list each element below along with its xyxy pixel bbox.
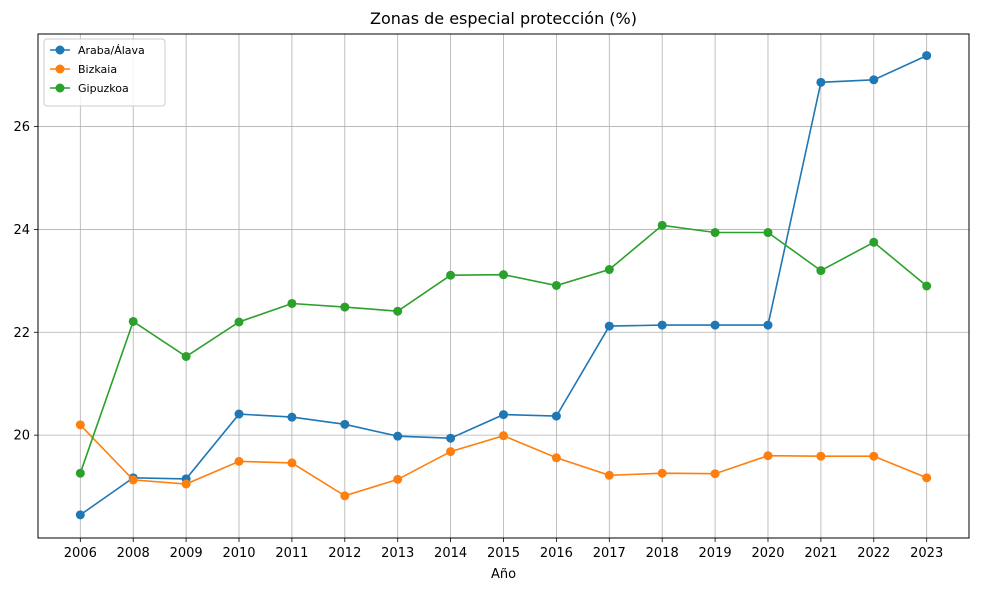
- legend-label: Araba/Álava: [78, 44, 145, 57]
- x-tick-label: 2018: [646, 546, 679, 561]
- x-tick-label: 2012: [328, 546, 361, 561]
- y-tick-label: 20: [13, 429, 30, 444]
- legend-marker: [55, 45, 65, 55]
- data-point: [710, 320, 720, 330]
- x-axis-title: Año: [491, 567, 516, 582]
- data-point: [763, 451, 773, 461]
- y-tick-label: 26: [13, 120, 30, 135]
- data-point: [869, 75, 879, 85]
- data-point: [234, 317, 244, 327]
- x-tick-label: 2009: [170, 546, 203, 561]
- series-bizkaia: [75, 420, 932, 501]
- data-point: [181, 479, 191, 489]
- data-point: [75, 510, 85, 520]
- data-point: [499, 270, 508, 280]
- x-tick-label: 2021: [804, 546, 837, 561]
- legend-marker: [55, 64, 65, 74]
- legend-item: Gipuzkoa: [50, 82, 129, 95]
- data-point: [657, 220, 667, 230]
- data-point: [763, 320, 773, 330]
- data-point: [499, 431, 508, 441]
- legend: Araba/Álava Bizkaia Gipuzkoa: [43, 38, 166, 107]
- x-tick-label: 2013: [381, 546, 414, 561]
- data-point: [922, 473, 932, 483]
- data-point: [869, 237, 879, 247]
- legend-marker: [55, 83, 65, 93]
- data-point: [816, 451, 826, 461]
- y-tick-label: 22: [13, 326, 30, 341]
- data-point: [340, 491, 350, 501]
- data-point: [551, 280, 561, 290]
- legend-item: Araba/Álava: [50, 44, 145, 57]
- data-point: [710, 469, 720, 479]
- series-araba-lava: [75, 51, 932, 520]
- x-tick-label: 2015: [487, 546, 520, 561]
- data-point: [393, 306, 403, 316]
- data-point: [287, 412, 297, 422]
- data-point: [657, 468, 667, 478]
- x-tick-label: 2016: [540, 546, 573, 561]
- data-point: [869, 451, 879, 461]
- data-point: [446, 447, 456, 457]
- x-tick-label: 2023: [910, 546, 943, 561]
- data-point: [922, 51, 932, 61]
- x-tick-label: 2020: [751, 546, 784, 561]
- data-point: [75, 420, 85, 430]
- data-point: [657, 320, 667, 330]
- data-point: [816, 266, 826, 276]
- data-point: [234, 409, 244, 419]
- y-tick-label: 24: [13, 223, 30, 238]
- data-point: [710, 228, 720, 238]
- x-tick-label: 2010: [222, 546, 255, 561]
- x-tick-label: 2008: [117, 546, 150, 561]
- legend-label: Bizkaia: [78, 63, 117, 76]
- data-point: [816, 77, 826, 87]
- data-point: [604, 321, 614, 331]
- data-point: [234, 456, 244, 466]
- x-tick-label: 2014: [434, 546, 467, 561]
- data-point: [393, 431, 403, 441]
- data-point: [287, 458, 297, 468]
- x-tick-label: 2022: [857, 546, 890, 561]
- x-tick-label: 2017: [593, 546, 626, 561]
- data-point: [75, 468, 85, 478]
- data-point: [446, 270, 456, 280]
- x-tick-label: 2006: [64, 546, 97, 561]
- x-tick-label: 2011: [275, 546, 308, 561]
- legend-label: Gipuzkoa: [78, 82, 129, 95]
- legend-box: [43, 38, 166, 107]
- data-point: [128, 475, 138, 485]
- y-axis: 20 22 24 26: [13, 120, 38, 444]
- data-point: [499, 410, 508, 420]
- data-point: [763, 228, 773, 238]
- legend-item: Bizkaia: [50, 63, 117, 76]
- series-layer: [75, 51, 932, 520]
- data-point: [551, 453, 561, 463]
- data-point: [446, 433, 456, 443]
- chart-title: Zonas de especial protección (%): [370, 9, 637, 28]
- data-point: [551, 411, 561, 421]
- data-point: [340, 419, 350, 429]
- x-axis: 2006 2008 2009 2010 2011 2012 2013 2014 2015 2016…: [64, 538, 943, 561]
- data-point: [393, 474, 403, 484]
- data-point: [604, 470, 614, 480]
- data-point: [128, 316, 138, 326]
- data-point: [922, 281, 932, 291]
- data-point: [340, 302, 350, 312]
- data-point: [181, 351, 191, 361]
- x-tick-label: 2019: [699, 546, 732, 561]
- data-point: [604, 265, 614, 275]
- data-point: [287, 298, 297, 308]
- series-gipuzkoa: [75, 220, 932, 478]
